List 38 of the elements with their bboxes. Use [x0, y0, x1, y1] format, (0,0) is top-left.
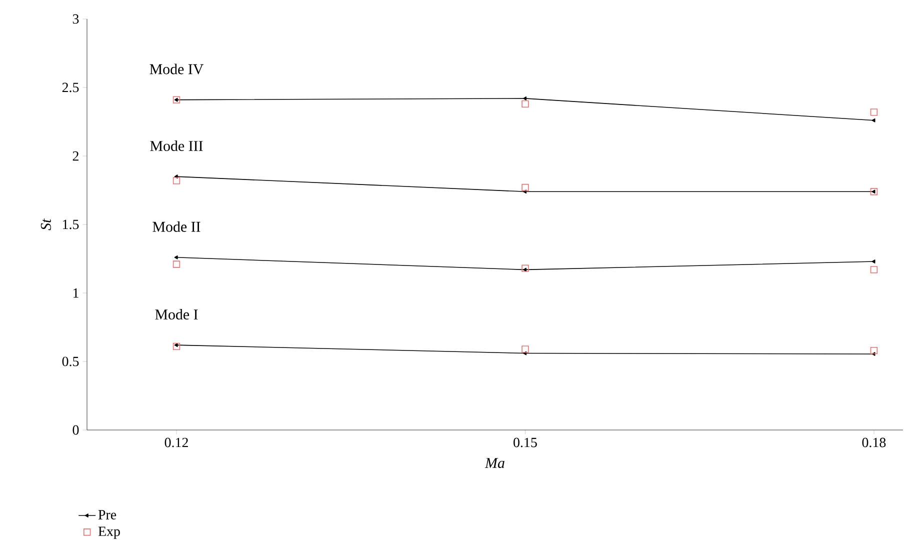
legend-label: Exp	[98, 526, 120, 539]
point	[523, 96, 527, 100]
x-tick-label: 0.18	[862, 438, 886, 448]
point	[870, 108, 878, 116]
point	[172, 342, 180, 350]
y-tick-label: 2.5	[62, 82, 79, 92]
y-axis-title: St	[40, 218, 51, 230]
point	[172, 177, 180, 184]
point	[872, 118, 876, 122]
point	[870, 266, 878, 274]
legend-label: Pre	[98, 510, 116, 520]
y-tick-label: 3	[72, 14, 79, 24]
point	[870, 188, 878, 196]
point	[522, 184, 529, 192]
y-tick-label: 0.5	[62, 356, 79, 366]
point	[174, 343, 178, 348]
y-tick-label: 0	[72, 425, 79, 435]
point	[522, 264, 529, 272]
point	[172, 260, 180, 268]
point	[872, 190, 876, 194]
point	[174, 255, 178, 260]
y-tick-label: 1	[73, 288, 78, 298]
point	[174, 98, 178, 102]
y-tick-label: 1.5	[63, 220, 79, 230]
annotation: Mode II	[152, 221, 200, 232]
point	[872, 260, 876, 264]
y-tick-label: 2	[72, 151, 78, 161]
annotation: Mode IV	[150, 64, 204, 74]
x-axis-title: Ma	[484, 458, 504, 468]
annotation: Mode III	[150, 140, 203, 152]
x-tick-label: 0.15	[514, 438, 537, 448]
point	[523, 268, 527, 272]
point	[870, 346, 878, 354]
point	[522, 346, 529, 353]
point	[172, 96, 180, 104]
point	[522, 100, 529, 108]
annotation: Mode I	[155, 309, 198, 320]
x-tick-label: 0.12	[164, 438, 188, 448]
